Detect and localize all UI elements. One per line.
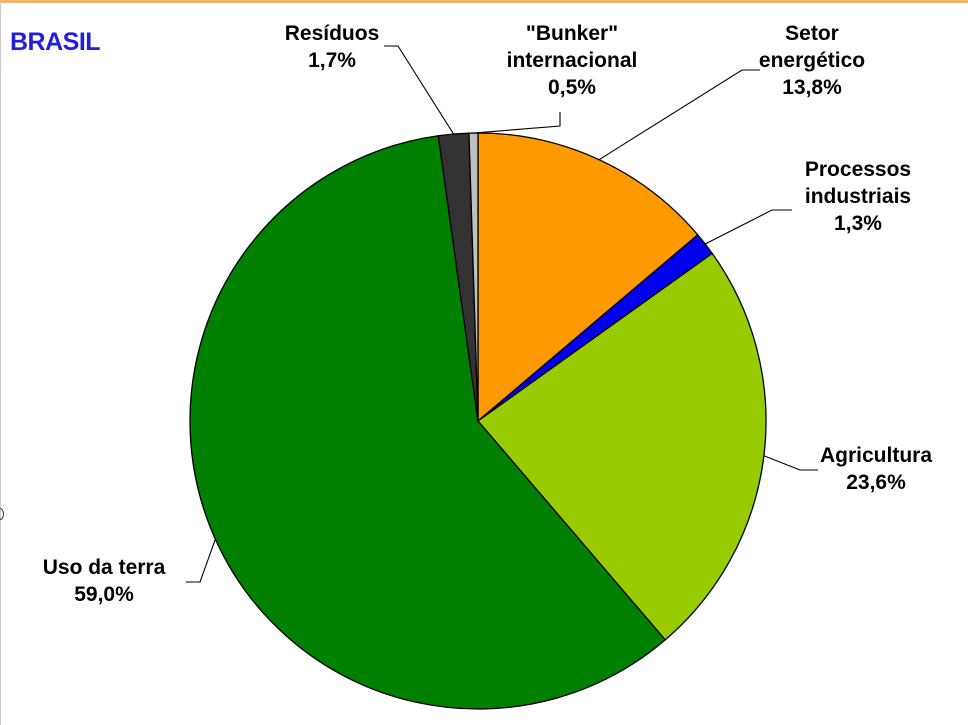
slice-label-line: energético (758, 49, 866, 72)
pie-slice-2 (477, 252, 767, 641)
slice-value-label: 23,6% (846, 471, 906, 494)
slice-label-line: Processos (804, 158, 912, 181)
leader-line-3 (186, 539, 216, 583)
leader-line-0 (598, 69, 760, 161)
slice-label-line: Uso da terra (42, 556, 166, 579)
slice-label-0: Setor energético 13,8% (759, 20, 865, 101)
chart-title: BRASIL (10, 28, 101, 56)
slice-value-label: 59,0% (74, 583, 134, 606)
pie-slice-0 (477, 132, 699, 422)
slice-value-label: 1,7% (308, 49, 356, 72)
slice-label-line: Agricultura (819, 444, 933, 467)
slice-label-5: "Bunker" internacional 0,5% (507, 20, 638, 101)
slice-label-3: Uso da terra 59,0% (43, 554, 166, 608)
slice-label-2: Agricultura 23,6% (820, 442, 932, 496)
leader-line-5 (473, 112, 561, 134)
slice-label-line: "Bunker" (525, 22, 619, 45)
slice-label-line: Resíduos (284, 22, 380, 45)
slice-label-line: Setor (785, 22, 839, 45)
slice-label-1: Processos industriais 1,3% (805, 156, 911, 237)
slice-value-label: 13,8% (782, 76, 842, 99)
slice-value-label: 1,3% (834, 212, 882, 235)
leader-line-1 (704, 209, 792, 245)
leader-line-2 (763, 455, 818, 471)
slice-label-4: Resíduos 1,7% (285, 20, 380, 74)
slice-label-line: industriais (804, 185, 912, 208)
slice-value-label: 0,5% (548, 76, 596, 99)
leader-line-4 (384, 45, 455, 135)
slice-label-line: internacional (506, 49, 638, 72)
